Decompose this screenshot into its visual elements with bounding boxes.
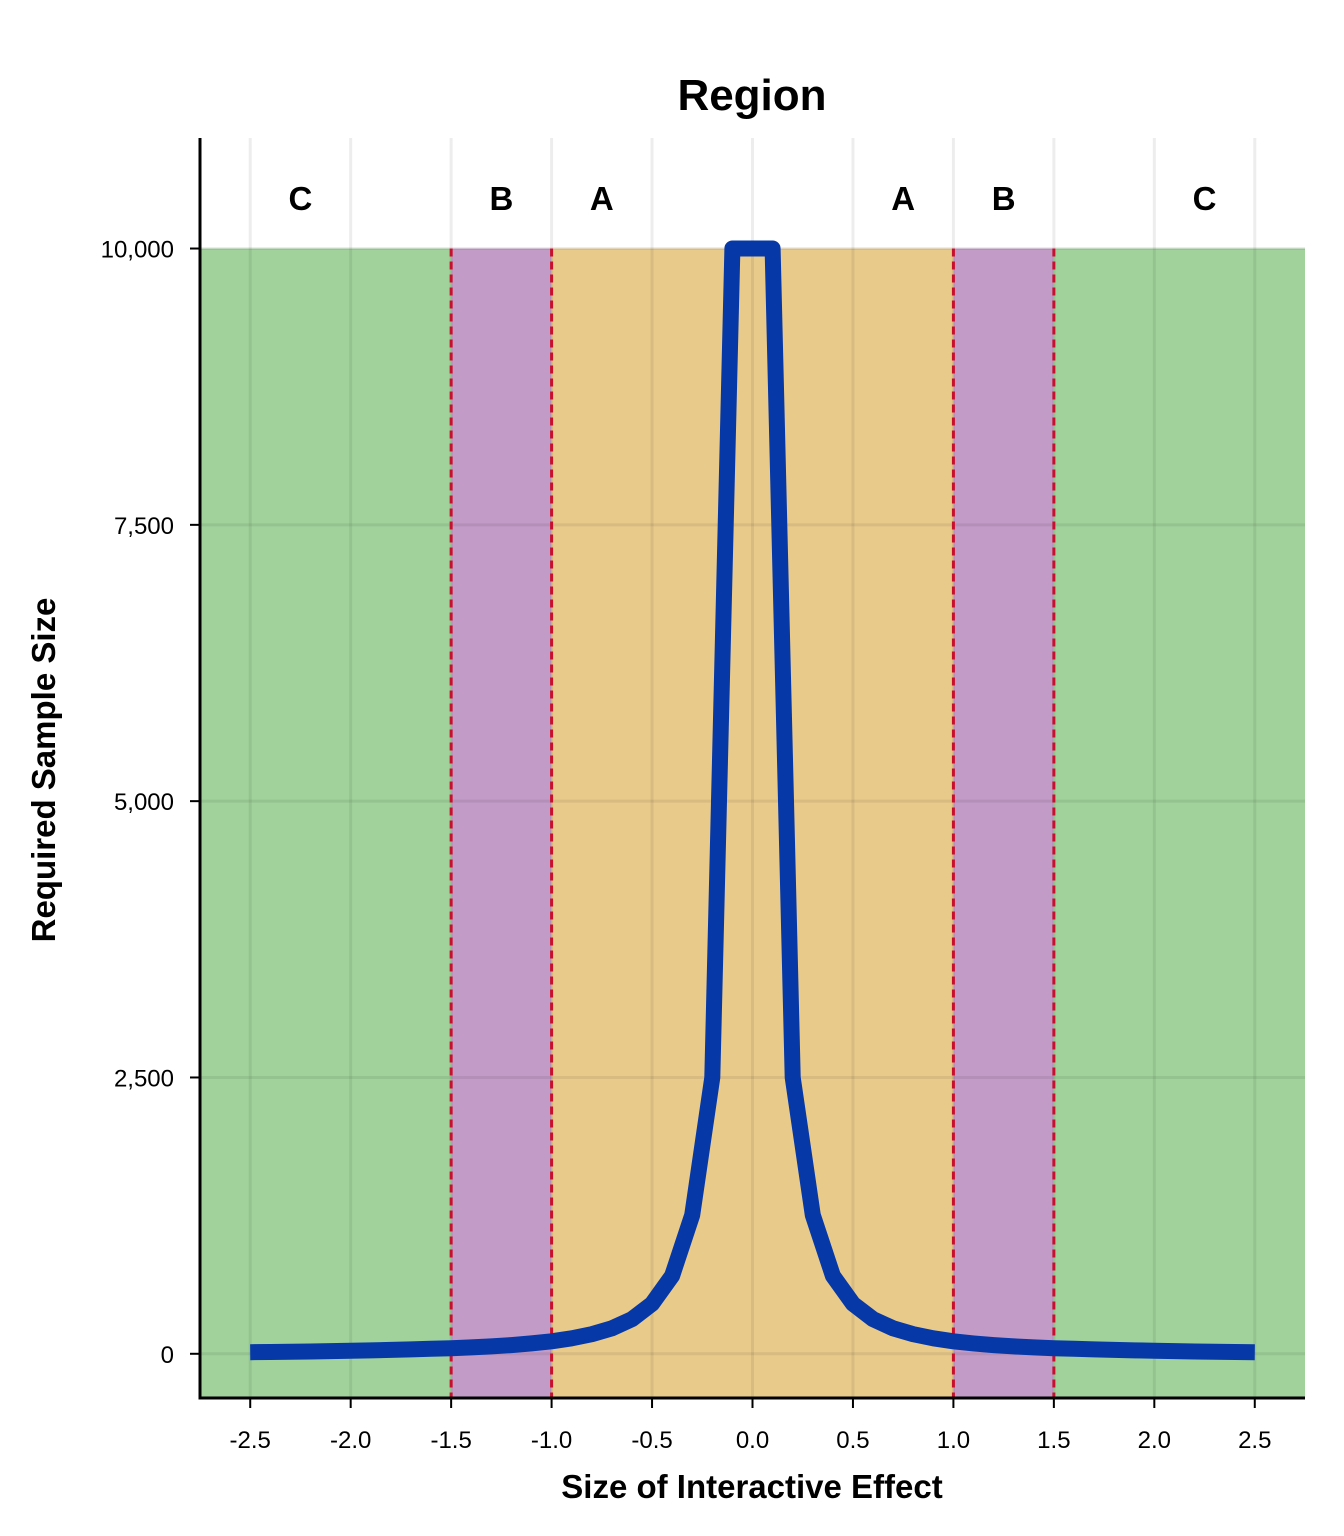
x-axis-ticks: -2.5 -2.0 -1.5 -1.0 -0.5 0.0 0.5 1.0 1.5 2.0 2.5 [230,1398,1271,1454]
x-tick-label-6: 0.5 [836,1427,869,1454]
y-tick-label-1: 2,500 [114,1065,174,1092]
threshold-lines [449,248,1056,1398]
y-tick-label-3: 7,500 [114,513,174,540]
region-band-c-0 [200,248,452,1398]
x-tick-label-2: -1.5 [430,1427,471,1454]
x-tick-label-9: 2.0 [1138,1427,1171,1454]
x-axis-title: Size of Interactive Effect [561,1468,942,1505]
series-layer [250,240,1255,1361]
y-tick-label-2: 5,000 [114,789,174,816]
chart-title: Region [677,71,826,120]
y-axis-ticks: 0 2,500 5,000 7,500 10,000 [101,237,200,1369]
series-line-0 [250,240,1255,1361]
region-label-a-2: A [590,180,614,217]
x-tick-label-1: -2.0 [330,1427,371,1454]
y-tick-label-0: 0 [161,1342,174,1369]
y-tick-label-4: 10,000 [101,237,174,264]
region-band-b-1 [451,248,552,1398]
region-band-b-3 [953,248,1054,1398]
x-tick-label-4: -0.5 [631,1427,672,1454]
y-axis-title: Required Sample Size [25,598,62,943]
region-label-c-0: C [289,180,313,217]
region-label-b-1: B [489,180,513,217]
region-label-b-4: B [992,180,1016,217]
x-tick-label-8: 1.5 [1037,1427,1070,1454]
x-tick-label-0: -2.5 [230,1427,271,1454]
region-band-c-4 [1053,248,1305,1398]
region-label-c-5: C [1193,180,1217,217]
x-tick-label-5: 0.0 [736,1427,769,1454]
x-tick-label-7: 1.0 [937,1427,970,1454]
x-tick-label-10: 2.5 [1238,1427,1271,1454]
region-band-a-2 [551,248,954,1398]
region-bands [200,248,1305,1398]
region-label-a-3: A [891,180,915,217]
x-tick-label-3: -1.0 [531,1427,572,1454]
